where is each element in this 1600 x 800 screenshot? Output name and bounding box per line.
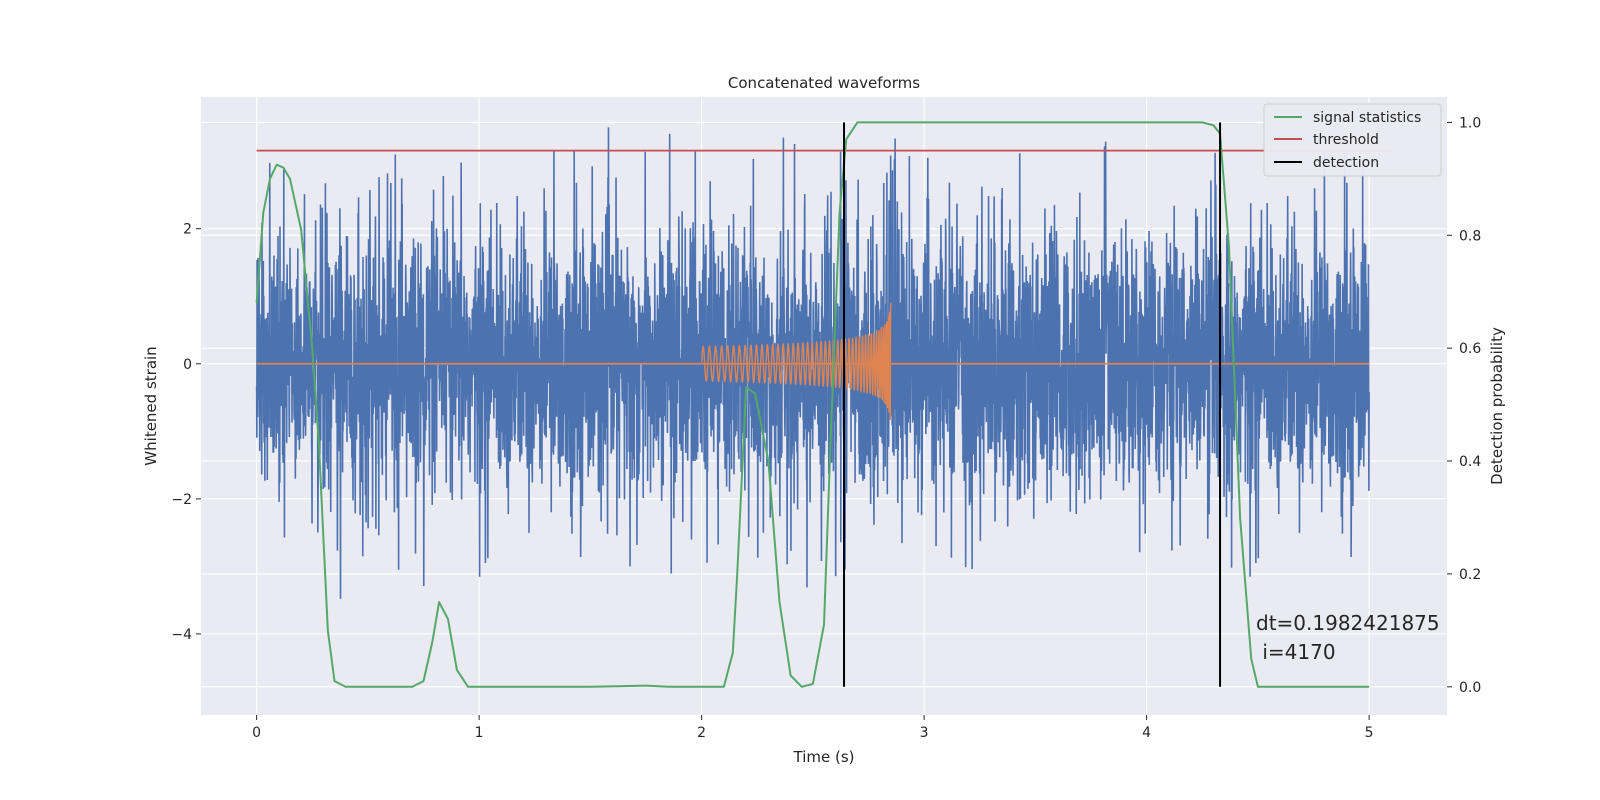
legend-label-detection: detection (1313, 155, 1379, 171)
y2-tick-label: 0.0 (1459, 680, 1481, 696)
y-axis-label: Whitened strain (142, 346, 160, 465)
y-tick-label: −2 (171, 492, 192, 508)
legend: signal statistics threshold detection (1263, 103, 1442, 177)
x-tick-label: 0 (252, 725, 261, 741)
legend-label-threshold: threshold (1313, 132, 1379, 148)
legend-label-statistics: signal statistics (1313, 110, 1421, 126)
noise-line (255, 127, 1370, 599)
y2-tick-label: 0.6 (1459, 341, 1481, 357)
x-ticks: 0 1 2 3 4 5 (252, 715, 1374, 741)
x-tick-label: 5 (1365, 725, 1374, 741)
x-tick-label: 3 (920, 725, 929, 741)
y2-tick-label: 1.0 (1459, 115, 1481, 131)
detection-series (843, 122, 1222, 687)
chirp-series (256, 302, 1370, 420)
chart-title: Concatenated waveforms (728, 74, 920, 92)
chirp-line (700, 302, 892, 420)
y2-axis-label: Detection probability (1488, 327, 1506, 485)
y2-ticks: 0.0 0.2 0.4 0.6 0.8 1.0 (1447, 115, 1481, 696)
noise-series (255, 127, 1370, 599)
x-tick-label: 2 (697, 725, 706, 741)
annotation-index: i=4170 (1256, 640, 1336, 664)
x-tick-label: 1 (475, 725, 484, 741)
y2-tick-label: 0.2 (1459, 567, 1481, 583)
statistics-series (255, 121, 1370, 688)
y2-tick-label: 0.8 (1459, 228, 1481, 244)
x-axis-label: Time (s) (793, 748, 855, 766)
y2-tick-label: 0.4 (1459, 454, 1481, 470)
y-tick-label: 2 (183, 222, 192, 238)
annotation-dt: dt=0.1982421875 (1256, 611, 1440, 635)
legend-box (1263, 103, 1442, 177)
x-tick-label: 4 (1142, 725, 1151, 741)
y-tick-label: −4 (171, 627, 192, 643)
y-tick-label: 0 (183, 357, 192, 373)
statistics-line (255, 121, 1370, 688)
y-ticks: −4 −2 0 2 (171, 222, 201, 643)
